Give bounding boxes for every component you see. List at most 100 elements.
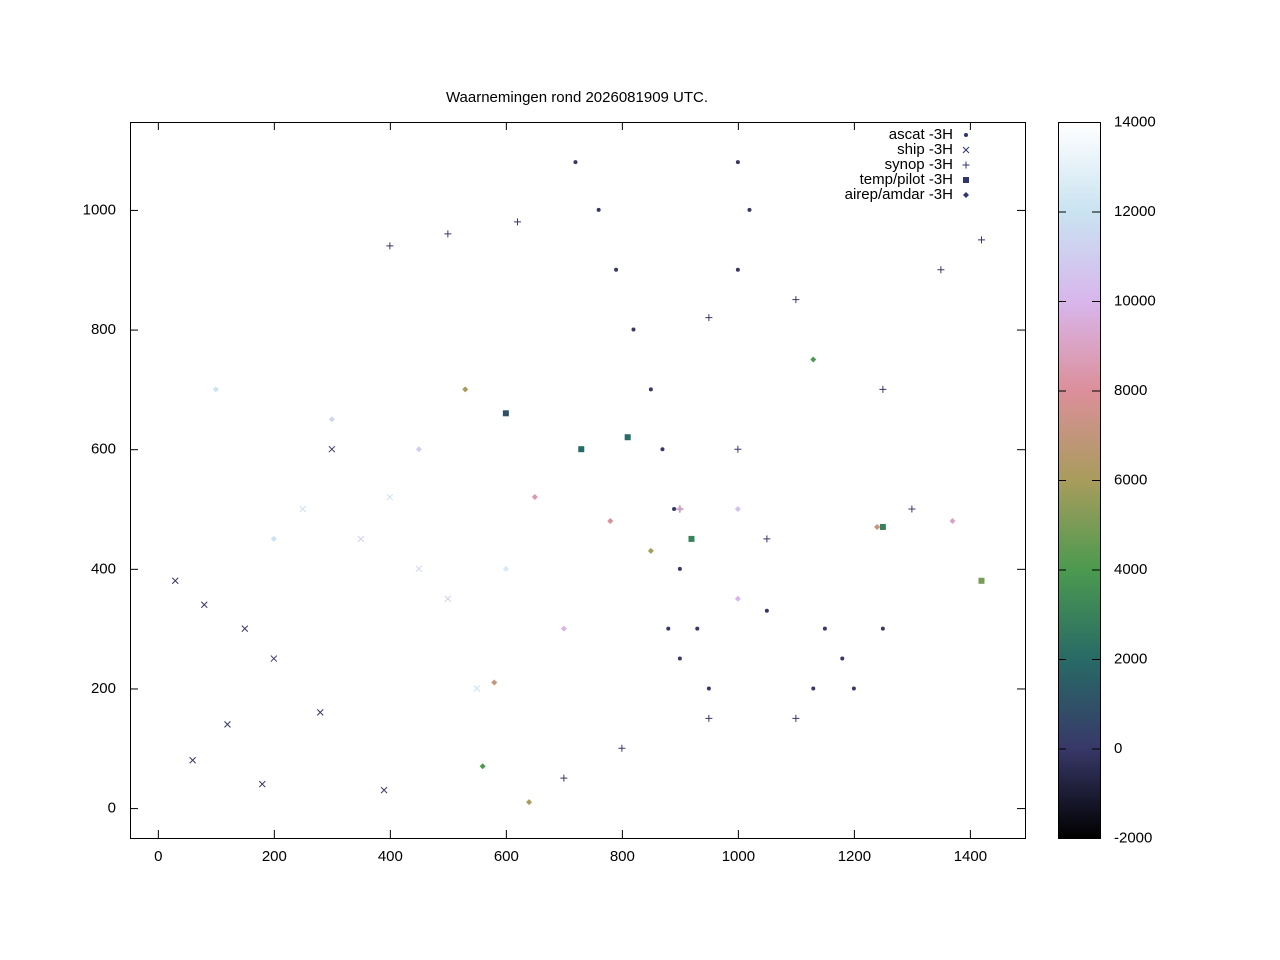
colorbar-tick-label: -2000 <box>1114 829 1152 846</box>
ascat-point <box>811 686 816 691</box>
legend-label: ship -3H <box>897 141 953 158</box>
ship-point <box>316 709 324 716</box>
airep-point <box>676 506 683 513</box>
synop-point <box>444 230 452 238</box>
ship-point <box>380 786 388 794</box>
synop-point <box>792 296 800 304</box>
airep-point <box>462 386 469 393</box>
ascat-point <box>851 686 856 691</box>
legend-label: airep/amdar -3H <box>845 186 953 203</box>
ship-point <box>189 756 196 764</box>
airep-point <box>502 565 509 572</box>
temp-point <box>578 446 585 453</box>
x-tick-label: 1400 <box>954 848 987 865</box>
ascat-point <box>735 267 740 272</box>
ship-point <box>224 720 231 728</box>
ascat-point <box>614 267 619 272</box>
synop-point <box>937 266 945 274</box>
airep-point <box>949 517 956 524</box>
airep-point <box>526 799 533 806</box>
colorbar-tick-label: 12000 <box>1114 203 1156 220</box>
airep-point <box>212 386 219 393</box>
synop-point <box>734 445 742 453</box>
ship-point <box>328 445 336 453</box>
temp-point <box>624 434 631 441</box>
ship-point <box>386 493 394 501</box>
y-tick-label: 800 <box>91 321 116 338</box>
ship-point <box>270 655 278 662</box>
airep-point <box>810 356 817 363</box>
ascat-point <box>706 686 711 691</box>
ship-point <box>258 780 266 788</box>
airep-point <box>328 416 335 423</box>
ascat-point <box>764 608 769 613</box>
colorbar-tick-label: 8000 <box>1114 382 1147 399</box>
ship-point <box>415 565 423 573</box>
airep-point <box>734 595 741 602</box>
ship-point <box>171 577 179 585</box>
colorbar-tick-label: 0 <box>1114 740 1122 757</box>
ascat-point <box>631 327 636 332</box>
ship-point <box>299 505 307 513</box>
legend-marker <box>963 192 969 198</box>
synop-point <box>705 314 713 322</box>
ship-point <box>444 595 452 603</box>
ship-point <box>241 625 249 632</box>
airep-point <box>607 517 614 524</box>
y-tick-label: 200 <box>91 680 116 697</box>
colorbar-tick-label: 10000 <box>1114 292 1156 309</box>
ascat-point <box>672 507 677 512</box>
temp-point <box>688 535 695 542</box>
synop-point <box>908 505 916 513</box>
legend-marker <box>963 177 969 183</box>
ascat-point <box>648 387 653 392</box>
synop-point <box>560 774 568 782</box>
ascat-point <box>747 207 752 212</box>
airep-point <box>415 446 422 453</box>
colorbar-tick-label: 2000 <box>1114 650 1147 667</box>
legend-label: synop -3H <box>885 156 953 173</box>
temp-point <box>879 523 886 530</box>
legend-label: ascat -3H <box>889 126 953 143</box>
y-tick-label: 0 <box>108 800 116 817</box>
ascat-point <box>822 626 827 631</box>
x-tick-label: 0 <box>154 848 162 865</box>
ship-point <box>473 685 481 692</box>
ascat-point <box>573 160 578 165</box>
synop-point <box>705 714 713 722</box>
x-tick-label: 1000 <box>722 848 755 865</box>
ascat-point <box>596 207 601 212</box>
airep-point <box>560 625 567 632</box>
airep-point <box>734 506 741 513</box>
airep-point <box>491 679 498 686</box>
colorbar-tick-label: 14000 <box>1114 113 1156 130</box>
ship-point <box>357 535 365 543</box>
ascat-point <box>695 626 700 631</box>
plot-frame <box>130 122 1026 839</box>
temp-point <box>502 410 509 417</box>
airep-point <box>270 535 277 542</box>
synop-point <box>513 218 521 226</box>
airep-point <box>874 523 881 530</box>
synop-point <box>792 714 800 722</box>
y-tick-label: 400 <box>91 560 116 577</box>
ascat-point <box>660 447 665 452</box>
legend-marker <box>964 133 968 137</box>
ascat-point <box>840 656 845 661</box>
legend-marker <box>962 161 970 169</box>
synop-point <box>977 236 985 244</box>
x-tick-label: 800 <box>610 848 635 865</box>
airep-point <box>647 547 654 554</box>
colorbar-tick-label: 4000 <box>1114 561 1147 578</box>
x-tick-label: 400 <box>378 848 403 865</box>
ship-point <box>200 601 208 609</box>
colorbar-tick-label: 6000 <box>1114 471 1147 488</box>
synop-point <box>386 242 394 250</box>
synop-point <box>879 385 887 393</box>
ascat-point <box>880 626 885 631</box>
ascat-point <box>677 656 682 661</box>
airep-point <box>479 763 486 770</box>
chart-title: Waarnemingen rond 2026081909 UTC. <box>446 89 708 106</box>
ascat-point <box>735 160 740 165</box>
